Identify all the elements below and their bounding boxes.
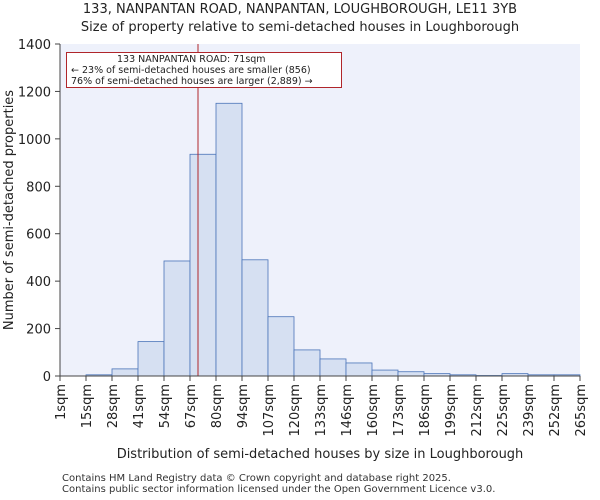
x-tick-label: 239sqm [522, 384, 537, 437]
y-tick-label: 800 [26, 180, 51, 195]
y-tick-label: 1000 [18, 133, 51, 148]
x-tick-label: 199sqm [444, 384, 459, 437]
bar-160sqm [371, 369, 399, 377]
bar-28sqm [111, 368, 139, 377]
x-tick-label: 160sqm [366, 384, 381, 437]
y-tick-label: 200 [26, 323, 51, 338]
bar-54sqm [163, 260, 191, 377]
y-tick-label: 400 [26, 275, 51, 290]
x-tick-label: 133sqm [314, 384, 329, 437]
x-tick-label: 94sqm [236, 384, 251, 428]
x-tick-label: 54sqm [158, 384, 173, 428]
x-tick-label: 28sqm [106, 384, 121, 428]
bar-173sqm [397, 371, 425, 377]
x-tick-label: 120sqm [288, 384, 303, 437]
x-tick-label: 225sqm [496, 384, 511, 437]
annotation-line-2: ← 23% of semi-detached houses are smalle… [71, 65, 311, 76]
y-tick-label: 1400 [18, 38, 51, 53]
annotation-box: 133 NANPANTAN ROAD: 71sqm ← 23% of semi-… [66, 52, 342, 88]
x-tick-label: 173sqm [392, 384, 407, 437]
y-tick-label: 0 [43, 370, 51, 385]
bar-94sqm [241, 259, 269, 377]
y-axis-label: Number of semi-detached properties [2, 90, 17, 330]
x-tick-label: 67sqm [184, 384, 199, 428]
bar-41sqm [137, 341, 165, 377]
x-tick-label: 15sqm [80, 384, 95, 428]
x-tick-label: 1sqm [54, 384, 69, 420]
chart-title: 133, NANPANTAN ROAD, NANPANTAN, LOUGHBOR… [82, 2, 518, 17]
annotation-line-3: 76% of semi-detached houses are larger (… [71, 76, 313, 87]
bar-120sqm [293, 349, 321, 377]
chart-subtitle: Size of property relative to semi-detach… [80, 20, 520, 35]
x-tick-label: 252sqm [548, 384, 563, 437]
x-tick-label: 146sqm [340, 384, 355, 437]
x-tick-label: 41sqm [132, 384, 147, 428]
y-tick-label: 1200 [18, 85, 51, 100]
x-tick-label: 212sqm [470, 384, 485, 437]
footer-line-2: Contains public sector information licen… [62, 484, 496, 495]
annotation-line-1: 133 NANPANTAN ROAD: 71sqm [117, 54, 266, 65]
bar-146sqm [345, 362, 373, 377]
bar-67sqm [189, 153, 217, 377]
bar-107sqm [267, 316, 295, 377]
x-tick-label: 107sqm [262, 384, 277, 437]
plot-area [60, 44, 580, 376]
y-tick-label: 600 [26, 228, 51, 243]
x-axis-label: Distribution of semi-detached houses by … [117, 447, 524, 462]
bar-133sqm [319, 358, 347, 377]
x-tick-label: 186sqm [418, 384, 433, 437]
footer-line-1: Contains HM Land Registry data © Crown c… [62, 473, 451, 484]
x-tick-label: 265sqm [574, 384, 589, 437]
bar-80sqm [215, 102, 243, 377]
x-tick-label: 80sqm [210, 384, 225, 428]
